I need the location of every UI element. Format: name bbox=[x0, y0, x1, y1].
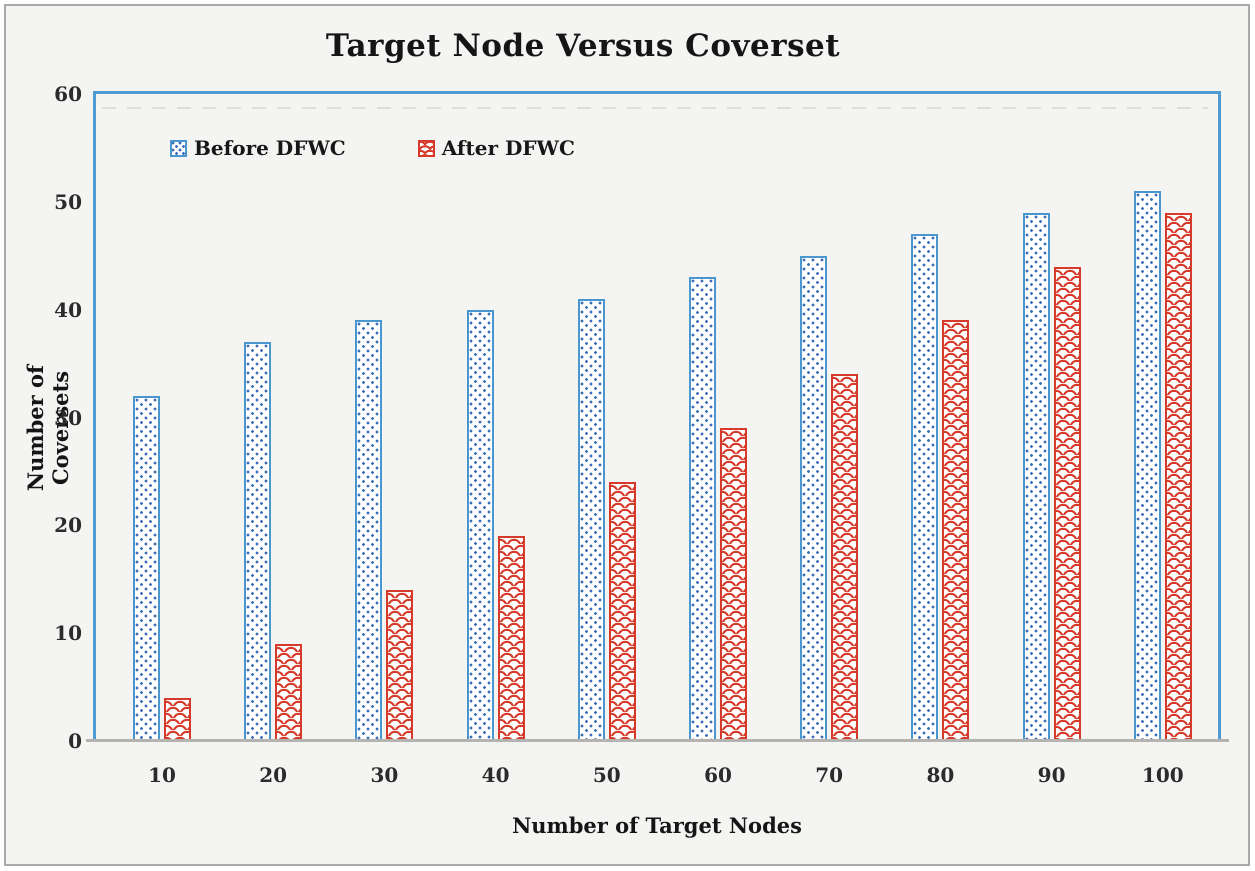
y-axis-tick-label: 60 bbox=[54, 82, 82, 106]
bar-before-dfwc bbox=[800, 255, 828, 741]
legend: Before DFWC After DFWC bbox=[170, 136, 575, 160]
bar-after-dfwc bbox=[720, 428, 747, 741]
bar-after-dfwc bbox=[1164, 212, 1192, 741]
x-axis-tick-label: 70 bbox=[815, 763, 844, 787]
plot-area: Before DFWC After DFWC bbox=[93, 91, 1221, 741]
legend-label: After DFWC bbox=[441, 136, 575, 160]
legend-swatch-blue-dotted-icon bbox=[170, 139, 187, 157]
bar-after-dfwc bbox=[942, 320, 970, 741]
x-axis-tick-label: 80 bbox=[926, 763, 955, 787]
legend-item-before-dfwc: Before DFWC bbox=[170, 136, 346, 160]
bar-after-dfwc bbox=[608, 482, 636, 741]
x-axis-tick-label: 30 bbox=[370, 763, 399, 787]
x-axis-title: Number of Target Nodes bbox=[512, 813, 802, 838]
faint-gridline bbox=[102, 107, 1208, 109]
bar-before-dfwc bbox=[1133, 191, 1161, 741]
legend-swatch-red-scales-icon bbox=[417, 139, 435, 157]
y-axis-tick-label: 10 bbox=[54, 621, 82, 646]
y-axis-tick-label: 0 bbox=[68, 729, 82, 753]
bar-after-dfwc bbox=[831, 374, 859, 741]
bar-before-dfwc bbox=[911, 234, 939, 741]
x-axis-line bbox=[86, 739, 1229, 742]
bar-before-dfwc bbox=[355, 320, 383, 741]
x-axis-tick-label: 100 bbox=[1141, 763, 1184, 787]
bar-after-dfwc bbox=[1053, 266, 1081, 741]
y-axis-tick-label: 30 bbox=[54, 405, 82, 430]
x-axis-tick-label: 20 bbox=[259, 763, 288, 787]
legend-label: Before DFWC bbox=[194, 136, 346, 160]
bar-before-dfwc bbox=[244, 342, 272, 741]
bar-after-dfwc bbox=[386, 590, 414, 741]
x-axis-tick-label: 10 bbox=[148, 763, 176, 787]
chart-title: Target Node Versus Coverset bbox=[325, 28, 841, 64]
x-axis-tick-label: 50 bbox=[592, 763, 621, 787]
bar-after-dfwc bbox=[497, 536, 525, 741]
legend-item-after-dfwc: After DFWC bbox=[417, 136, 575, 160]
y-axis-tick-label: 40 bbox=[54, 297, 82, 322]
y-axis-tick-label: 50 bbox=[54, 189, 82, 214]
bar-after-dfwc bbox=[275, 643, 303, 741]
y-axis-tick-label: 20 bbox=[54, 513, 82, 538]
x-axis-tick-label: 90 bbox=[1037, 763, 1066, 787]
x-axis-tick-label: 40 bbox=[481, 763, 510, 787]
bar-before-dfwc bbox=[133, 395, 160, 741]
bar-before-dfwc bbox=[1022, 212, 1050, 741]
bar-before-dfwc bbox=[466, 309, 494, 741]
bar-before-dfwc bbox=[577, 298, 605, 741]
bar-after-dfwc bbox=[164, 697, 191, 741]
bar-before-dfwc bbox=[689, 277, 716, 741]
x-axis-tick-label: 60 bbox=[704, 763, 732, 787]
